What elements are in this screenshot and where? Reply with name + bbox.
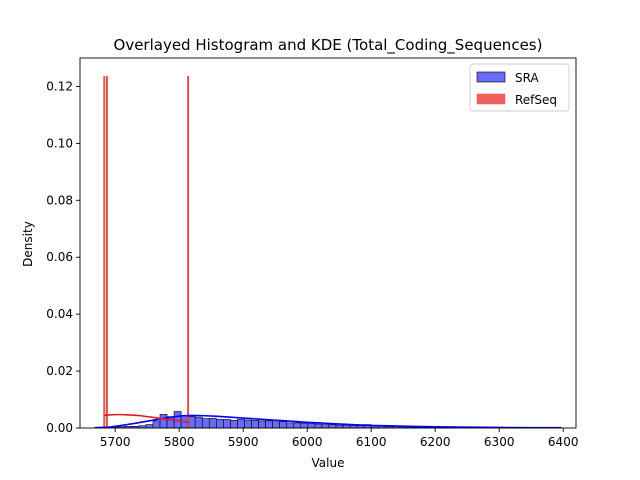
y-tick-label: 0.00: [46, 421, 73, 435]
refseq-histogram-bar: [103, 76, 106, 429]
sra-histogram-bar: [258, 420, 266, 429]
sra-histogram-bar: [208, 418, 217, 429]
sra-histogram-bar: [265, 420, 273, 429]
sra-histogram-bar: [272, 421, 280, 429]
x-tick-label: 5900: [228, 435, 259, 449]
legend-swatch: [476, 71, 506, 83]
axes: 5700 5800 5900 6000 6100 6200 6300 6400 0.00 0.02…: [46, 57, 579, 449]
x-tick-label: 6000: [292, 435, 323, 449]
x-tick-label: 5700: [100, 435, 131, 449]
sra-histogram-bar: [201, 418, 210, 429]
sra-histogram-bar: [187, 416, 196, 429]
sra-histogram-bar: [307, 423, 316, 429]
sra-histogram-bar: [279, 421, 288, 429]
axes-frame: [79, 57, 577, 429]
chart-title: Overlayed Histogram and KDE (Total_Codin…: [114, 36, 543, 55]
y-tick-label: 0.04: [46, 307, 73, 321]
sra-histogram-bar: [152, 420, 161, 429]
y-tick-label: 0.08: [46, 193, 73, 207]
sra-histogram-bar: [244, 419, 252, 429]
legend-swatch: [476, 93, 506, 105]
x-tick-label: 6200: [420, 435, 451, 449]
y-tick-label: 0.06: [46, 250, 73, 264]
sra-histogram-bar: [230, 420, 238, 429]
refseq-kde-line: [103, 413, 189, 424]
y-tick-label: 0.02: [46, 364, 73, 378]
sra-histogram-bar: [328, 424, 337, 429]
y-tick-label: 0.12: [46, 79, 73, 93]
x-tick-label: 5800: [164, 435, 195, 449]
sra-histogram-bar: [321, 424, 330, 429]
sra-histogram-bar: [300, 422, 309, 429]
legend-label: RefSeq: [515, 93, 557, 107]
x-tick-label: 6100: [356, 435, 387, 449]
y-tick-label: 0.10: [46, 136, 73, 150]
sra-histogram-bar: [251, 420, 259, 429]
sra-histogram-bar: [314, 423, 323, 429]
legend-label: SRA: [515, 71, 539, 85]
sra-histogram-bar: [286, 422, 295, 429]
refseq-histogram-bar: [105, 76, 108, 429]
sra-histogram-bar: [293, 422, 302, 429]
x-tick-label: 6400: [548, 435, 579, 449]
x-axis-label: Value: [312, 456, 345, 470]
sra-histogram-bar: [159, 414, 168, 429]
y-axis-label: Density: [21, 221, 35, 267]
sra-histogram-bar: [237, 419, 245, 429]
sra-histogram-bar: [145, 424, 154, 429]
sra-histogram-bar: [216, 419, 224, 429]
refseq-histogram-bar: [187, 76, 190, 429]
sra-histogram-bar: [194, 416, 203, 429]
legend: SRA RefSeq: [469, 63, 570, 112]
x-tick-label: 6300: [484, 435, 515, 449]
sra-histogram-bar: [223, 419, 231, 429]
